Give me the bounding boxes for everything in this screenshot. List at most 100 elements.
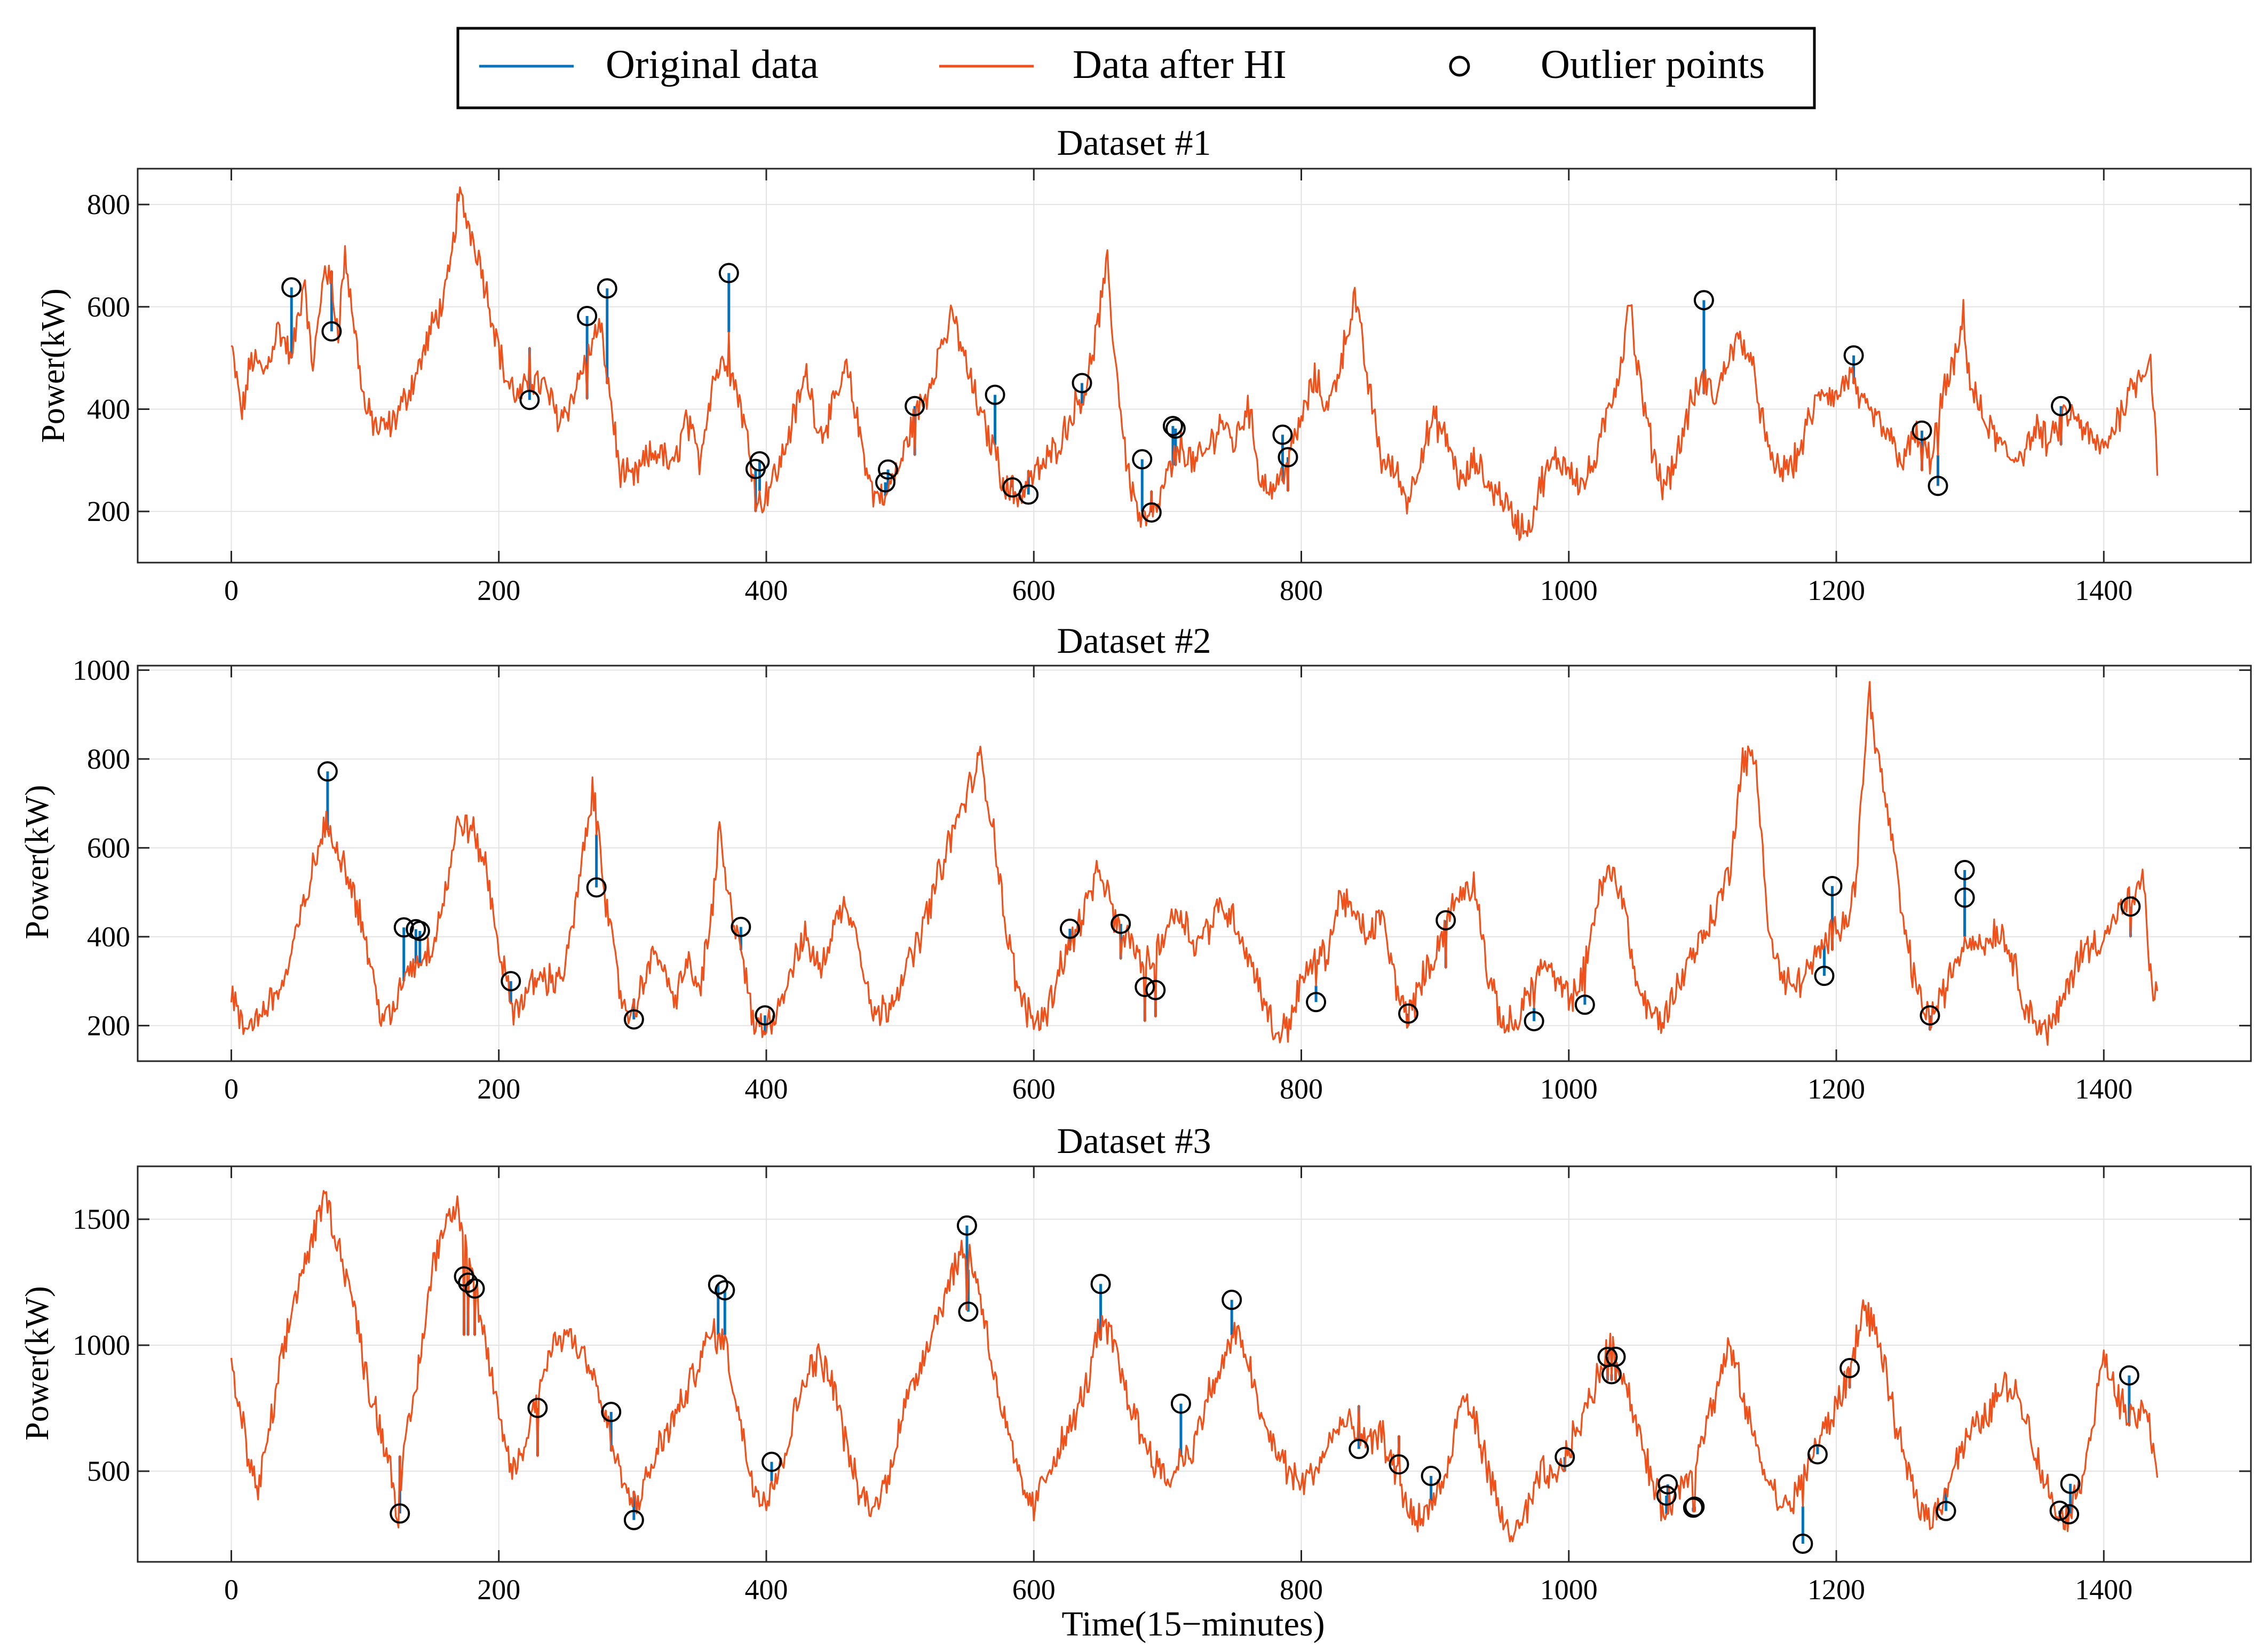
outlier-point-marker (1135, 976, 1155, 997)
outlier-point-marker (1920, 1005, 1940, 1026)
outlier-point-marker (1398, 1003, 1419, 1024)
panel-dataset-1: Dataset #1 Power(kW) 0 200 400 600 800 1000 12… (35, 122, 2252, 606)
x-tick-label: 400 (744, 1073, 788, 1105)
panel-dataset-3: Dataset #3 Power(kW) Time(15−minutes) 0 2… (19, 1120, 2252, 1644)
x-tick-label: 600 (1012, 1073, 1056, 1105)
outlier-point-marker (755, 1005, 775, 1026)
outlier-point-marker (281, 277, 302, 298)
outlier-point-marker (1656, 1485, 1677, 1506)
outlier-point-marker (1272, 424, 1293, 445)
panel-title: Dataset #2 (1057, 620, 1211, 661)
x-tick-label: 200 (477, 574, 520, 606)
y-tick-label: 400 (87, 921, 130, 953)
outlier-point-marker (1145, 979, 1166, 1000)
outlier-point-marker (2049, 1500, 2070, 1521)
x-tick-label: 400 (744, 1574, 788, 1606)
outlier-point-marker (1807, 1444, 1828, 1465)
outlier-point-marker (1162, 416, 1183, 437)
outlier-point-marker (1574, 994, 1595, 1015)
outlier-point-marker (1421, 1466, 1441, 1487)
outlier-point-marker (1524, 1011, 1544, 1032)
y-axis-label: Power(kW) (35, 288, 72, 443)
panel-dataset-2: Dataset #2 Power(kW) 0 200 400 600 800 1000 12… (19, 620, 2252, 1105)
plot-area: 0 200 400 600 800 1000 1200 1400 500 1000 1500 (73, 1165, 2252, 1606)
outlier-point-marker (878, 459, 899, 480)
after-hi-series-line (230, 1190, 2159, 1543)
x-tick-label: 800 (1280, 1574, 1323, 1606)
outlier-point-marker (1165, 418, 1186, 439)
x-tick-label: 600 (1012, 1574, 1056, 1606)
panel-title: Dataset #1 (1057, 122, 1211, 163)
x-tick-label: 1000 (1540, 1574, 1598, 1606)
outlier-point-marker (1684, 1496, 1705, 1517)
axes-box (137, 665, 2252, 1062)
outlier-point-marker (623, 1009, 644, 1030)
outlier-point-marker (1814, 966, 1835, 986)
x-tick-label: 1400 (2075, 1574, 2132, 1606)
outlier-point-marker (875, 472, 896, 493)
x-tick-label: 1200 (1807, 574, 1865, 606)
y-tick-label: 600 (87, 832, 130, 864)
outlier-point-marker (1072, 373, 1092, 393)
outlier-point-marker (1018, 484, 1039, 505)
outlier-point-marker (1912, 420, 1932, 441)
outlier-point-marker (1059, 918, 1080, 939)
y-tick-label: 600 (87, 291, 130, 323)
outlier-point-marker (393, 917, 414, 938)
outlier-point-marker (718, 263, 739, 283)
x-tick-label: 600 (1012, 574, 1056, 606)
series-group (230, 1190, 2159, 1554)
legend-swatch-outlier-icon (1449, 56, 1470, 77)
outlier-point-marker (577, 306, 598, 327)
legend: Original data Data after HI Outlier poin… (456, 27, 1816, 109)
outlier-point-marker (2051, 396, 2072, 416)
x-tick-label: 0 (224, 1574, 239, 1606)
outlier-point-marker (623, 1510, 644, 1530)
outlier-point-marker (1306, 992, 1327, 1013)
outlier-point-marker (1839, 1358, 1860, 1379)
outlier-point-marker (1349, 1439, 1369, 1459)
x-tick-label: 1000 (1540, 1073, 1598, 1105)
outlier-point-marker (2059, 1504, 2080, 1524)
outlier-point-marker (1936, 1500, 1956, 1521)
outlier-point-marker (409, 921, 430, 942)
outlier-point-marker (501, 971, 521, 992)
x-tick-label: 1200 (1807, 1574, 1865, 1606)
outlier-point-marker (1132, 449, 1153, 470)
y-tick-label: 200 (87, 1009, 130, 1041)
outlier-point-marker (762, 1451, 782, 1472)
legend-label-outlier: Outlier points (1541, 42, 1765, 87)
y-tick-label: 800 (87, 188, 130, 220)
y-tick-label: 800 (87, 743, 130, 775)
outlier-point-marker (1605, 1346, 1626, 1367)
x-tick-label: 0 (224, 1073, 239, 1105)
outlier-point-marker (708, 1274, 728, 1295)
outlier-point-marker (464, 1278, 485, 1299)
outlier-point-marker (2119, 1365, 2139, 1386)
after-hi-series-line (230, 681, 2159, 1046)
outlier-point-marker (1436, 910, 1456, 931)
outlier-point-marker (1141, 502, 1162, 523)
outlier-point-marker (1954, 859, 1975, 880)
outlier-point-marker (731, 917, 751, 937)
y-tick-label: 1000 (73, 1329, 130, 1361)
legend-box (456, 27, 1816, 109)
x-tick-label: 800 (1280, 1073, 1323, 1105)
outlier-point-marker (1389, 1454, 1409, 1475)
outlier-point-marker (956, 1215, 977, 1236)
series-group (230, 681, 2159, 1046)
x-tick-label: 200 (477, 1073, 520, 1105)
outlier-point-marker (749, 451, 770, 472)
x-tick-label: 400 (744, 574, 788, 606)
axes-box (137, 1165, 2252, 1563)
y-tick-label: 400 (87, 393, 130, 425)
outlier-point-marker (1278, 447, 1298, 468)
outlier-point-marker (458, 1273, 479, 1293)
outlier-point-marker (1090, 1274, 1111, 1294)
outlier-point-marker (1170, 1393, 1191, 1414)
x-tick-label: 800 (1280, 574, 1323, 606)
outlier-point-marker (1693, 290, 1714, 311)
outlier-point-marker (715, 1280, 735, 1301)
outlier-point-marker (1111, 913, 1131, 934)
